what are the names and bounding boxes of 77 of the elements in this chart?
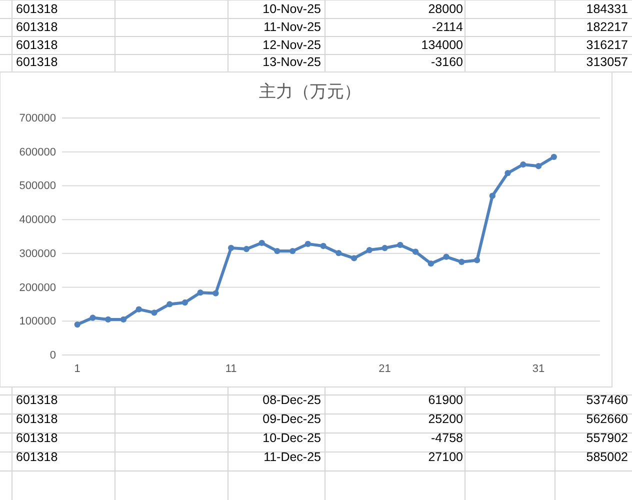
text: 562660 [586, 412, 628, 426]
text: -3160 [431, 55, 464, 69]
text: 13-Nov-25 [262, 55, 322, 69]
point [90, 314, 96, 321]
text: 11-Dec-25 [264, 450, 322, 464]
y-tick-label: 100000 [19, 316, 56, 328]
point [105, 316, 112, 323]
text: 601318 [16, 431, 58, 445]
point [366, 246, 373, 254]
point [243, 246, 250, 252]
point [520, 161, 526, 168]
text: 12-Nov-25 [262, 38, 322, 52]
text: 601318 [16, 38, 58, 52]
text: 184331 [586, 2, 628, 16]
text: 182217 [586, 20, 628, 34]
text: 09-Dec-25 [262, 412, 322, 426]
point [489, 192, 496, 199]
point [535, 163, 542, 170]
y-tick-label: 500000 [19, 180, 56, 192]
x-tick-label: 1 [74, 362, 80, 375]
x-tick-label: 31 [532, 362, 545, 375]
point [320, 242, 326, 250]
text: 25200 [428, 412, 464, 426]
point [74, 321, 80, 328]
text: 601318 [16, 450, 58, 464]
text: 27100 [428, 450, 464, 464]
text: 10-Dec-25 [262, 431, 322, 445]
text: 316217 [586, 38, 628, 52]
text: 585002 [586, 450, 628, 464]
point [304, 240, 312, 248]
text: 601318 [16, 412, 58, 426]
point [428, 260, 434, 267]
point [182, 299, 188, 306]
x-tick-label: 21 [378, 362, 391, 375]
point [397, 242, 404, 248]
point [336, 250, 342, 256]
y-tick-label: 700000 [19, 112, 56, 125]
point [197, 290, 204, 296]
y-tick-label: 400000 [19, 214, 56, 226]
text: 601318 [16, 20, 58, 34]
y-tick-label: 600000 [19, 146, 56, 158]
point [350, 255, 358, 262]
text: 11-Nov-25 [264, 20, 322, 34]
point [120, 316, 127, 323]
text: 28000 [428, 2, 464, 16]
text: 601318 [16, 55, 58, 69]
text: 557902 [586, 431, 628, 445]
point [136, 306, 142, 312]
point [289, 248, 296, 254]
point [151, 310, 158, 316]
point [458, 258, 465, 265]
point [258, 240, 265, 246]
text: 537460 [586, 393, 628, 407]
point [166, 301, 173, 308]
point [412, 248, 419, 255]
text: 313057 [586, 55, 628, 69]
chart-title: 主力（万元） [259, 82, 361, 102]
y-tick-label: 300000 [19, 248, 56, 260]
text: -4758 [431, 431, 464, 445]
point [212, 290, 219, 296]
text: -2114 [432, 20, 464, 34]
point [382, 244, 388, 252]
point [228, 244, 234, 252]
y-tick-label: 0 [50, 350, 56, 362]
x-tick-label: 11 [225, 362, 237, 375]
y-tick-label: 200000 [19, 282, 56, 294]
point [550, 154, 557, 160]
text: 134000 [421, 38, 464, 52]
text: 601318 [16, 393, 58, 407]
text: 601318 [16, 2, 58, 16]
text: 08-Dec-25 [262, 393, 322, 407]
point [443, 254, 450, 260]
point [474, 257, 480, 264]
point [504, 170, 511, 176]
point [274, 248, 280, 254]
text: 61900 [428, 393, 464, 407]
text: 10-Nov-25 [262, 2, 322, 16]
